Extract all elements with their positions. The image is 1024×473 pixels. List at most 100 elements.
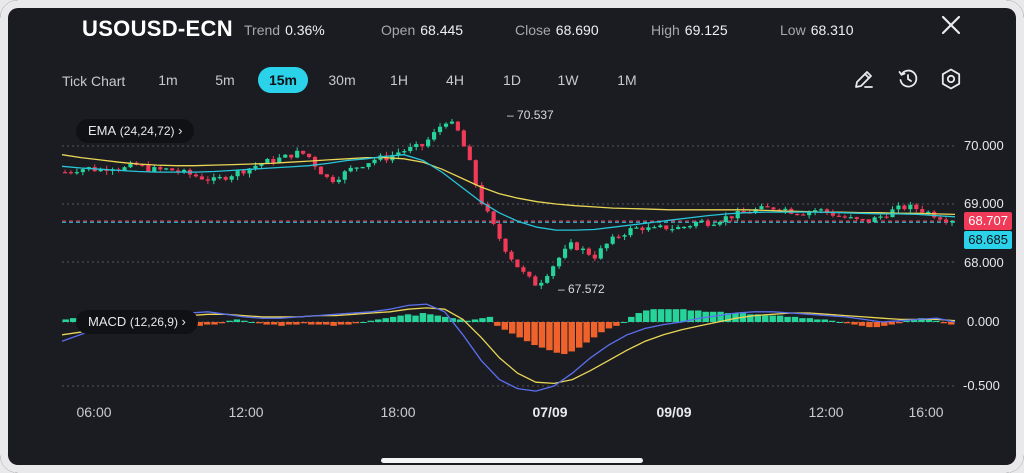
candle-body bbox=[801, 214, 806, 216]
close-icon[interactable] bbox=[940, 14, 962, 36]
tick-chart-button[interactable]: Tick Chart bbox=[62, 73, 126, 89]
candle-body bbox=[949, 220, 955, 223]
candle-body bbox=[223, 177, 228, 180]
candle-body bbox=[426, 139, 431, 147]
candle-body bbox=[176, 170, 181, 173]
candle-body bbox=[348, 167, 353, 172]
macd-histogram-bar bbox=[672, 309, 680, 322]
candle-body bbox=[818, 209, 824, 211]
candle-body bbox=[539, 282, 544, 286]
candle-body bbox=[699, 220, 705, 222]
candle-body bbox=[98, 169, 103, 172]
macd-histogram-bar bbox=[404, 314, 412, 322]
macd-histogram-bar bbox=[635, 313, 642, 322]
macd-histogram-bar bbox=[575, 322, 583, 348]
macd-signal-line bbox=[61, 307, 956, 385]
candle-body bbox=[741, 211, 746, 213]
candle-body bbox=[497, 223, 502, 239]
candle-body bbox=[289, 154, 294, 158]
candle-body bbox=[152, 167, 157, 172]
candle-body bbox=[533, 276, 538, 286]
macd-histogram-bar bbox=[605, 322, 613, 329]
candle-body bbox=[479, 185, 484, 205]
macd-histogram-bar bbox=[821, 319, 828, 322]
chevron-right-icon: › bbox=[174, 123, 183, 138]
macd-histogram-bar bbox=[397, 315, 404, 322]
candle-body bbox=[527, 271, 532, 277]
macd-indicator-pill[interactable]: MACD (12,26,9) › bbox=[76, 310, 198, 334]
candle-body bbox=[247, 168, 252, 174]
macd-histogram-bar bbox=[940, 322, 948, 324]
candle-body bbox=[771, 207, 776, 210]
timeframe-1d[interactable]: 1D bbox=[503, 72, 521, 88]
candle-body bbox=[473, 160, 478, 186]
macd-histogram-bar bbox=[717, 311, 724, 322]
macd-histogram-bar bbox=[345, 322, 352, 325]
macd-histogram-bar bbox=[248, 322, 255, 323]
indicator-clock-icon[interactable] bbox=[896, 67, 920, 91]
candle-body bbox=[586, 248, 591, 255]
macd-histogram-bar bbox=[501, 322, 508, 330]
timeframe-1m[interactable]: 1m bbox=[158, 72, 178, 88]
candle-body bbox=[676, 227, 681, 230]
candle-body bbox=[503, 238, 508, 252]
timeframe-1month[interactable]: 1M bbox=[617, 72, 637, 88]
home-indicator[interactable] bbox=[381, 458, 643, 463]
candle-body bbox=[932, 211, 937, 218]
candle-body bbox=[283, 154, 288, 158]
macd-axis-label: -0.500 bbox=[963, 378, 1000, 393]
candle-body bbox=[938, 217, 943, 220]
macd-histogram-bar bbox=[620, 322, 628, 323]
macd-histogram-bar bbox=[62, 319, 69, 322]
macd-histogram-bar bbox=[888, 322, 895, 325]
macd-histogram-bar bbox=[687, 310, 695, 322]
macd-axis-label: 0.000 bbox=[967, 314, 1000, 329]
timeframe-1h[interactable]: 1H bbox=[390, 72, 408, 88]
stat-low: Low 68.310 bbox=[780, 22, 854, 38]
candle-body bbox=[545, 276, 550, 283]
candle-body bbox=[128, 162, 133, 168]
timeframe-30m[interactable]: 30m bbox=[328, 72, 356, 88]
candle-body bbox=[366, 163, 371, 168]
candle-body bbox=[551, 266, 556, 277]
candle-body bbox=[592, 254, 597, 259]
macd-histogram-bar bbox=[538, 322, 546, 348]
candle-body bbox=[664, 225, 669, 230]
macd-histogram-bar bbox=[233, 319, 241, 322]
candle-body bbox=[146, 165, 151, 172]
settings-icon[interactable] bbox=[939, 67, 963, 91]
time-axis-label: 16:00 bbox=[908, 404, 944, 420]
macd-histogram-bar bbox=[211, 322, 218, 325]
macd-histogram-bar bbox=[241, 320, 248, 322]
candle-body bbox=[342, 171, 347, 180]
candle-body bbox=[687, 226, 693, 228]
timeframe-1w[interactable]: 1W bbox=[557, 72, 579, 88]
price-axis-label: 69.000 bbox=[964, 196, 1004, 211]
candle-body bbox=[515, 259, 520, 268]
macd-histogram-bar bbox=[650, 309, 657, 322]
macd-line bbox=[61, 303, 956, 392]
timeframe-4h[interactable]: 4H bbox=[446, 72, 464, 88]
candle-body bbox=[68, 172, 74, 174]
macd-histogram-bar bbox=[814, 319, 821, 322]
timeframe-15m[interactable]: 15m bbox=[258, 67, 308, 93]
macd-histogram-bar bbox=[828, 320, 836, 322]
candle-body bbox=[622, 235, 627, 237]
macd-histogram-bar bbox=[293, 322, 300, 325]
candle-body bbox=[324, 174, 330, 177]
candle-body bbox=[485, 204, 490, 212]
macd-histogram-bar bbox=[657, 309, 665, 322]
draw-icon[interactable] bbox=[852, 67, 876, 91]
macd-histogram-bar bbox=[784, 316, 791, 322]
macd-histogram-bar bbox=[382, 318, 389, 322]
candle-body bbox=[646, 227, 651, 231]
candle-body bbox=[878, 216, 883, 218]
ema-indicator-pill[interactable]: EMA (24,24,72) › bbox=[76, 119, 195, 143]
candle-body bbox=[562, 248, 568, 258]
timeframe-5m[interactable]: 5m bbox=[215, 72, 235, 88]
macd-histogram-bar bbox=[308, 322, 315, 325]
candle-body bbox=[604, 243, 609, 249]
candle-body bbox=[568, 242, 574, 249]
candle-body bbox=[509, 251, 514, 260]
